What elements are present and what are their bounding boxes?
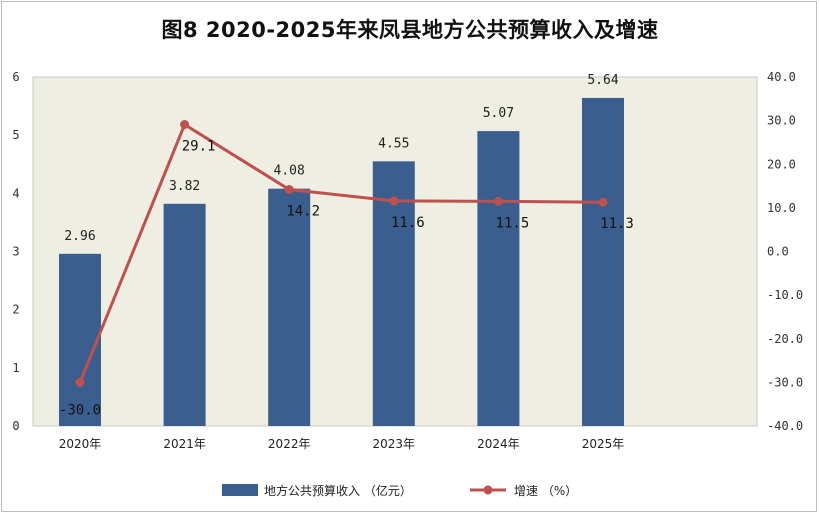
line-data-label: 14.2	[286, 204, 320, 220]
legend-bar-swatch	[222, 484, 258, 496]
growth-line	[78, 123, 604, 383]
y-right-tick-label: 30.0	[767, 114, 796, 128]
bar	[372, 161, 415, 426]
line-data-label: 11.5	[496, 215, 530, 231]
y-right-tick-label: -10.0	[767, 288, 803, 302]
y-left-tick-label: 5	[12, 128, 19, 142]
bar	[477, 131, 520, 426]
line-data-label: 29.1	[182, 139, 216, 155]
x-tick-label: 2020年	[59, 437, 102, 451]
line-data-label: 11.3	[600, 216, 634, 232]
y-right-tick-label: 0.0	[767, 245, 789, 259]
legend-line-label: 增速 （%）	[514, 484, 577, 498]
x-tick-label: 2025年	[582, 437, 625, 451]
line-point	[284, 185, 294, 195]
y-left-tick-label: 2	[12, 303, 19, 317]
y-right-tick-label: 40.0	[767, 70, 796, 84]
y-right-tick-label: -30.0	[767, 375, 803, 389]
bar	[268, 188, 311, 426]
y-right-tick-label: -20.0	[767, 332, 803, 346]
y-right-tick-label: -40.0	[767, 419, 803, 433]
bar	[163, 203, 206, 426]
x-tick-label: 2024年	[477, 437, 520, 451]
bar	[59, 253, 101, 426]
y-left-tick-label: 3	[12, 245, 19, 259]
line-point	[389, 196, 399, 206]
line-point	[493, 196, 503, 206]
y-left-tick-label: 0	[12, 419, 19, 433]
legend-bar-label: 地方公共预算收入 （亿元）	[264, 483, 412, 498]
bar-data-label: 5.07	[483, 106, 514, 121]
chart-title: 图8 2020-2025年来凤县地方公共预算收入及增速	[161, 18, 659, 42]
bar	[582, 97, 624, 426]
legend-line-marker	[483, 485, 493, 495]
bar-data-label: 4.55	[378, 136, 409, 151]
bar-data-label: 5.64	[587, 73, 618, 88]
y-left-tick-label: 1	[12, 361, 19, 375]
y-right-tick-label: 10.0	[767, 201, 796, 215]
x-tick-label: 2021年	[163, 437, 206, 451]
y-left-tick-label: 6	[12, 70, 19, 84]
y-left-tick-label: 4	[12, 186, 19, 200]
bar-data-label: 4.08	[274, 164, 305, 179]
y-right-tick-label: 20.0	[767, 157, 796, 171]
bar-data-label: 3.82	[169, 179, 200, 194]
x-tick-label: 2023年	[373, 437, 416, 451]
x-tick-label: 2022年	[268, 437, 311, 451]
bar-data-label: 2.96	[64, 229, 95, 244]
line-point	[75, 377, 85, 387]
line-point	[598, 197, 608, 207]
line-point	[180, 120, 190, 130]
line-data-label: -30.0	[59, 402, 101, 418]
line-data-label: 11.6	[391, 215, 425, 231]
